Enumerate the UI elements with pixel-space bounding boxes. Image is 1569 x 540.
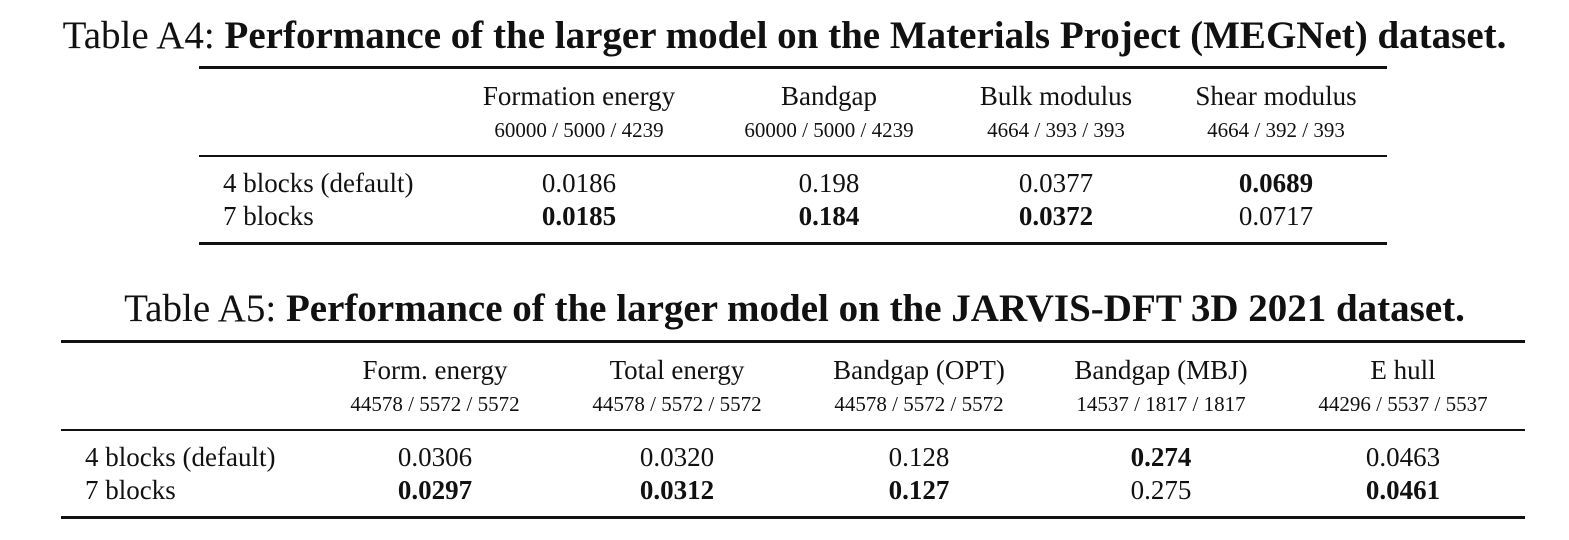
bottom-rule <box>61 516 1525 519</box>
column-split: 44296 / 5537 / 5537 <box>1318 392 1488 416</box>
table-cell-best: 0.0461 <box>1365 475 1441 505</box>
table-cell-best: 0.0689 <box>1238 168 1314 198</box>
row-label: 7 blocks <box>85 475 176 505</box>
mid-rule <box>199 155 1387 157</box>
column-header: Formation energy <box>482 81 676 111</box>
table-a4-caption: Table A4: Performance of the larger mode… <box>0 16 1569 55</box>
table-a5: Form. energy 44578 / 5572 / 5572 Total e… <box>61 340 1525 520</box>
row-label: 7 blocks <box>223 201 314 231</box>
table-cell-best: 0.0185 <box>541 201 617 231</box>
table-a5-caption-text: Performance of the larger model on the J… <box>285 287 1465 330</box>
table-a5-label: Table A5: <box>124 287 277 330</box>
column-header: Bulk modulus <box>979 81 1133 111</box>
table-a5-caption: Table A5: Performance of the larger mode… <box>10 289 1569 328</box>
column-split: 14537 / 1817 / 1817 <box>1076 392 1246 416</box>
top-rule <box>61 340 1525 343</box>
table-cell: 0.275 <box>1130 475 1192 505</box>
top-rule <box>199 66 1387 69</box>
table-cell: 0.0186 <box>541 168 617 198</box>
table-cell: 0.198 <box>798 168 860 198</box>
table-cell-best: 0.274 <box>1130 442 1192 472</box>
column-split: 4664 / 392 / 393 <box>1207 118 1345 142</box>
column-split: 44578 / 5572 / 5572 <box>834 392 1004 416</box>
column-split: 44578 / 5572 / 5572 <box>350 392 520 416</box>
column-header: Bandgap <box>781 81 877 111</box>
table-cell: 0.0306 <box>397 442 473 472</box>
column-header: E hull <box>1370 355 1436 385</box>
table-cell-best: 0.0297 <box>397 475 473 505</box>
column-header: Total energy <box>609 355 745 385</box>
table-cell-best: 0.184 <box>798 201 860 231</box>
table-cell-best: 0.0372 <box>1018 201 1094 231</box>
column-header: Form. energy <box>362 355 508 385</box>
column-header: Shear modulus <box>1195 81 1357 111</box>
column-split: 60000 / 5000 / 4239 <box>494 118 664 142</box>
table-cell: 0.0717 <box>1238 201 1314 231</box>
table-cell-best: 0.127 <box>888 475 950 505</box>
column-header: Bandgap (OPT) <box>833 355 1005 385</box>
table-cell: 0.0377 <box>1018 168 1094 198</box>
column-split: 60000 / 5000 / 4239 <box>744 118 914 142</box>
column-split: 44578 / 5572 / 5572 <box>592 392 762 416</box>
table-a4: Formation energy 60000 / 5000 / 4239 Ban… <box>199 66 1387 246</box>
table-cell: 0.0320 <box>639 442 715 472</box>
table-cell: 0.128 <box>888 442 950 472</box>
column-header: Bandgap (MBJ) <box>1074 355 1248 385</box>
table-cell: 0.0463 <box>1365 442 1441 472</box>
row-label: 4 blocks (default) <box>85 442 276 472</box>
table-cell-best: 0.0312 <box>639 475 715 505</box>
bottom-rule <box>199 242 1387 245</box>
row-label: 4 blocks (default) <box>223 168 414 198</box>
column-split: 4664 / 393 / 393 <box>987 118 1125 142</box>
mid-rule <box>61 429 1525 431</box>
table-a4-label: Table A4: <box>62 14 215 57</box>
table-a4-caption-text: Performance of the larger model on the M… <box>224 14 1507 57</box>
